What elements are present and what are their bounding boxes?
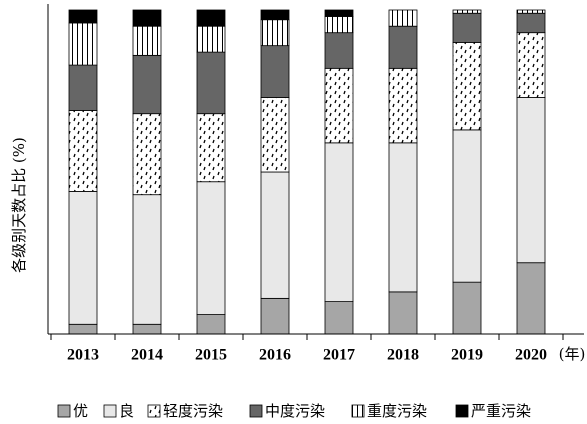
bar-segment — [516, 12, 546, 34]
bar-segment — [388, 67, 418, 144]
legend-label: 优 — [73, 402, 88, 420]
bar-segment — [388, 25, 418, 69]
bar-segment — [324, 301, 354, 335]
bar-segment — [68, 9, 98, 24]
x-tick-label: 2019 — [451, 347, 483, 364]
legend-swatch — [249, 404, 263, 418]
bar-segment — [68, 191, 98, 325]
x-tick-label: 2016 — [259, 347, 291, 364]
y-axis-label: 各级别天数占比 (%) — [10, 137, 28, 273]
legend-label: 良 — [119, 402, 134, 420]
legend-swatch — [147, 404, 161, 418]
bar-segment — [68, 64, 98, 111]
bar-segment — [452, 42, 482, 131]
legend-label: 中度污染 — [265, 402, 325, 420]
bar-segment — [260, 171, 290, 299]
bar-segment — [516, 262, 546, 335]
bar-segment — [196, 9, 226, 27]
bar-segment — [132, 54, 162, 115]
bar-segment — [324, 32, 354, 69]
bar-segment — [324, 9, 354, 17]
legend-swatch — [455, 404, 469, 418]
bar-segment — [68, 22, 98, 66]
bar-segment — [324, 67, 354, 144]
legend-swatch — [103, 404, 117, 418]
bar-segment — [196, 51, 226, 115]
bar-segment — [196, 181, 226, 315]
x-tick-label: 2014 — [131, 347, 163, 364]
x-tick-label: 2020 — [515, 347, 547, 364]
legend-swatch — [57, 404, 71, 418]
bar-segment — [324, 142, 354, 302]
bar-segment — [260, 297, 290, 335]
bar-segment — [516, 9, 546, 14]
bar-segment — [452, 12, 482, 43]
bar-segment — [388, 9, 418, 27]
bar-segment — [68, 110, 98, 192]
bar-segment — [260, 97, 290, 173]
bar-segment — [260, 19, 290, 47]
bar-segment — [324, 16, 354, 34]
bar-segment — [132, 25, 162, 56]
bar-segment — [132, 194, 162, 325]
x-axis-label: (年) — [559, 345, 586, 363]
x-tick-label: 2015 — [195, 347, 227, 364]
bar-segment — [196, 113, 226, 183]
bar-segment — [452, 9, 482, 14]
bar-segment — [260, 45, 290, 98]
bar-segment — [132, 9, 162, 27]
bar-segment — [196, 25, 226, 53]
bar-segment — [452, 129, 482, 283]
bar-segment — [516, 32, 546, 98]
x-tick-label: 2018 — [387, 347, 419, 364]
bar-segment — [196, 314, 226, 335]
bar-segment — [260, 9, 290, 21]
bar-segment — [516, 97, 546, 264]
bar-segment — [452, 281, 482, 335]
bar-segment — [68, 323, 98, 335]
legend-label: 轻度污染 — [163, 402, 223, 420]
bar-segment — [132, 113, 162, 196]
bar-segment — [388, 291, 418, 335]
legend-label: 重度污染 — [367, 402, 427, 420]
legend-label: 严重污染 — [471, 402, 531, 420]
bar-segment — [132, 323, 162, 335]
legend-swatch — [351, 404, 365, 418]
bar-segment — [388, 142, 418, 293]
x-tick-label: 2017 — [323, 347, 355, 364]
x-tick-label: 2013 — [67, 347, 99, 364]
